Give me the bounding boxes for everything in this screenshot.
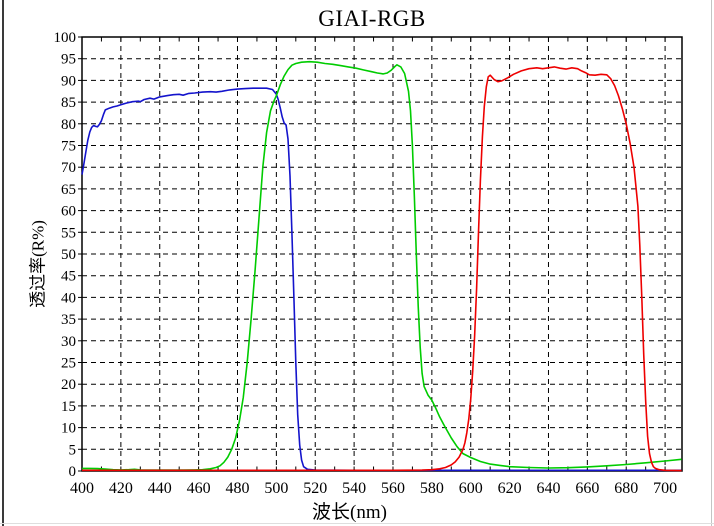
series-blue-channel [81,87,682,472]
window-border-right [711,0,712,526]
y-tick-label: 65 [61,182,76,198]
y-tick-label: 75 [61,139,76,155]
y-tick-label: 100 [54,30,77,46]
x-tick-label: 520 [303,480,327,497]
y-tick-label: 30 [61,334,76,350]
window-border-left [2,0,4,526]
y-tick-label: 15 [61,399,76,415]
y-tick-label: 45 [61,269,76,285]
x-tick-label: 560 [381,480,405,497]
y-tick-label: 85 [61,95,76,111]
y-tick-label: 35 [61,312,76,328]
chart-title: GIAI-RGB [318,6,426,31]
x-tick-label: 600 [459,480,483,497]
y-tick-label: 95 [61,52,76,68]
y-tick-label: 90 [61,73,76,89]
y-tick-label: 60 [61,204,76,220]
y-tick-label: 50 [61,247,76,263]
x-tick-label: 420 [109,480,133,497]
y-tick-label: 55 [61,225,76,241]
x-tick-label: 500 [264,480,288,497]
x-tick-label: 700 [653,480,677,497]
y-tick-label: 80 [61,117,76,133]
series-red-channel [82,66,682,472]
x-tick-label: 620 [498,480,522,497]
x-tick-label: 540 [342,480,366,497]
x-tick-label: 640 [536,480,560,497]
y-tick-label: 25 [61,356,76,372]
x-tick-label: 580 [420,480,444,497]
y-tick-label: 20 [61,377,76,393]
y-tick-label: 10 [61,421,76,437]
y-tick-label: 70 [61,160,76,176]
x-axis-label: 波长(nm) [312,502,387,523]
x-tick-label: 400 [70,480,94,497]
series-green-channel [82,60,682,471]
y-tick-label: 5 [69,442,77,458]
x-tick-label: 680 [614,480,638,497]
x-tick-label: 440 [148,480,172,497]
y-tick-label: 40 [61,290,76,306]
x-tick-label: 660 [575,480,599,497]
x-tick-label: 480 [225,480,249,497]
x-tick-label: 460 [187,480,211,497]
y-tick-label: 0 [69,464,77,480]
window-border-bottom [0,523,714,524]
y-axis-label: 透过率(R%) [28,220,48,308]
